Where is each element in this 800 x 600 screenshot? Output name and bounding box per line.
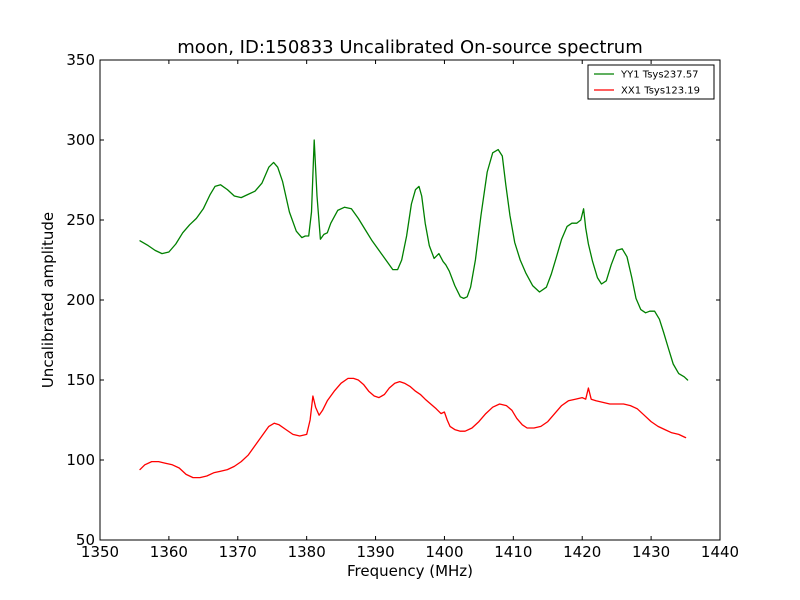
x-tick-label: 1440 xyxy=(701,543,739,561)
axis-ticks: 1350 1360 1370 1380 1390 1400 1410 1420 1430 1440… xyxy=(66,51,739,561)
y-tick-label: 50 xyxy=(76,531,95,549)
chart-title: moon, ID:150833 Uncalibrated On-source s… xyxy=(177,37,642,58)
x-tick-label: 1420 xyxy=(563,543,601,561)
legend-label-yy1: YY1 Tsys237.57 xyxy=(620,70,699,81)
y-tick-label: 350 xyxy=(66,51,95,69)
x-tick-label: 1430 xyxy=(632,543,670,561)
legend-label-xx1: XX1 Tsys123.19 xyxy=(621,86,700,97)
x-tick-label: 1370 xyxy=(219,543,257,561)
x-axis-label: Frequency (MHz) xyxy=(347,562,473,580)
series-layer xyxy=(139,139,689,479)
x-tick-label: 1410 xyxy=(494,543,532,561)
y-tick-label: 150 xyxy=(66,371,95,389)
x-tick-label: 1380 xyxy=(288,543,326,561)
legend-box xyxy=(587,64,715,100)
x-tick-label: 1390 xyxy=(356,543,394,561)
y-tick-label: 100 xyxy=(66,451,95,469)
series-line-yy1 xyxy=(139,139,689,381)
y-tick-label: 200 xyxy=(66,291,95,309)
legend: YY1 Tsys237.57 XX1 Tsys123.19 xyxy=(587,64,715,100)
x-tick-label: 1400 xyxy=(425,543,463,561)
x-tick-label: 1350 xyxy=(81,543,119,561)
y-tick-label: 300 xyxy=(66,131,95,149)
series-line-xx1 xyxy=(139,377,687,479)
x-tick-label: 1360 xyxy=(150,543,188,561)
y-axis-label: Uncalibrated amplitude xyxy=(39,212,57,388)
y-tick-label: 250 xyxy=(66,211,95,229)
